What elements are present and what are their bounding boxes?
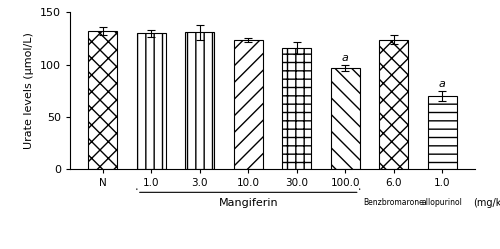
Bar bbox=[137, 33, 166, 169]
Bar bbox=[186, 32, 214, 169]
Text: allopurinol: allopurinol bbox=[422, 197, 463, 207]
Text: Benzbromarone: Benzbromarone bbox=[363, 197, 424, 207]
Bar bbox=[234, 40, 263, 169]
Bar bbox=[379, 40, 408, 169]
Text: Mangiferin: Mangiferin bbox=[218, 197, 278, 208]
Bar bbox=[428, 96, 456, 169]
Bar bbox=[330, 68, 360, 169]
Bar bbox=[282, 48, 312, 169]
Text: a: a bbox=[438, 79, 446, 89]
Y-axis label: Urate levels (μmol/L): Urate levels (μmol/L) bbox=[24, 32, 34, 149]
Text: (mg/kg): (mg/kg) bbox=[474, 197, 500, 208]
Bar bbox=[88, 31, 118, 169]
Text: a: a bbox=[342, 53, 348, 63]
